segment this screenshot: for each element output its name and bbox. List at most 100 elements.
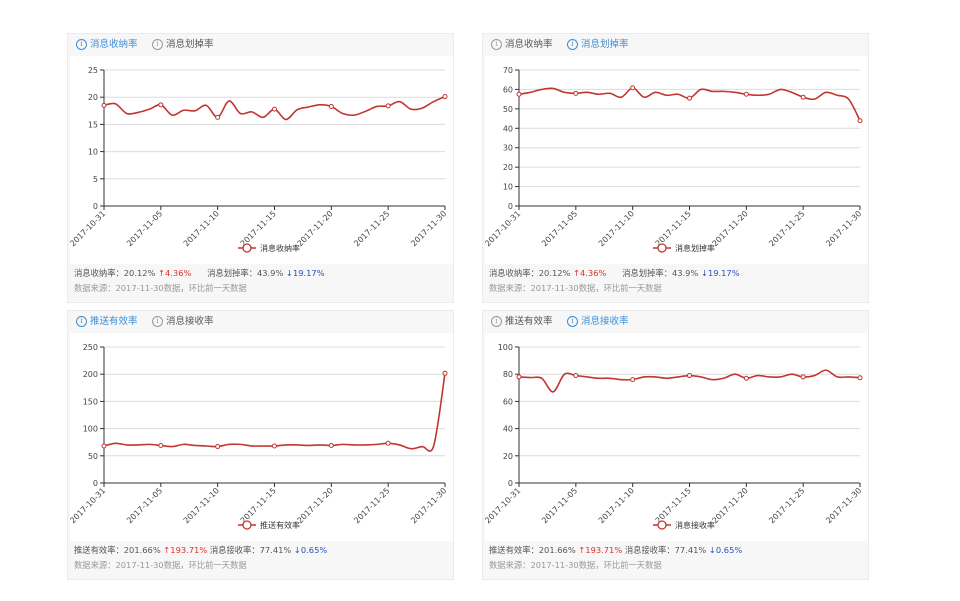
stat-a-value: 消息收纳率：20.12% xyxy=(489,268,571,278)
data-point xyxy=(272,443,277,449)
data-point xyxy=(442,370,448,376)
data-point xyxy=(516,374,522,380)
info-icon: i xyxy=(152,316,163,327)
y-tick-label: 30 xyxy=(503,144,513,153)
tab-label: 消息接收率 xyxy=(581,316,629,327)
x-tick-label: 2017-11-05 xyxy=(540,486,579,525)
legend-marker xyxy=(657,243,667,253)
stat-a-change: 193.71% xyxy=(585,545,623,555)
data-point xyxy=(101,102,107,108)
x-tick-label: 2017-11-25 xyxy=(767,209,806,248)
info-icon: i xyxy=(567,39,578,50)
x-tick-label: 2017-11-20 xyxy=(711,486,750,525)
data-point xyxy=(573,373,579,379)
tab-metric-a[interactable]: i 消息收纳率 xyxy=(491,38,553,52)
data-point xyxy=(442,94,448,100)
x-tick-label: 2017-10-31 xyxy=(485,209,522,248)
tab-metric-b[interactable]: i 消息接收率 xyxy=(567,315,629,329)
y-tick-label: 100 xyxy=(498,343,513,352)
y-tick-label: 40 xyxy=(503,425,513,434)
tab-metric-a[interactable]: i 推送有效率 xyxy=(76,315,138,329)
line-chart-svg: 0 20 40 60 80 100 2017-10-31 2017-11-05 2017-11-… xyxy=(485,343,863,530)
stat-a-change: 193.71% xyxy=(170,545,208,555)
tab-metric-b[interactable]: i 消息接收率 xyxy=(152,315,214,329)
x-tick-label: 2017-11-30 xyxy=(824,486,863,525)
tab-metric-a[interactable]: i 消息收纳率 xyxy=(76,38,138,52)
legend-label: 消息接收率 xyxy=(675,520,715,530)
x-tick-label: 2017-11-05 xyxy=(125,209,164,248)
data-point xyxy=(687,373,692,379)
tab-metric-b[interactable]: i 消息划掉率 xyxy=(152,38,214,52)
data-point xyxy=(215,114,221,120)
down-arrow-icon: ↓ xyxy=(700,268,708,278)
y-tick-label: 20 xyxy=(503,163,513,172)
y-tick-label: 0 xyxy=(93,202,98,211)
stat-b-change: 0.65% xyxy=(300,545,328,555)
line-chart: 0 5 10 15 20 25 2017-10-31 2017-11-05 2017-11-10… xyxy=(70,56,453,264)
tab-label: 消息划掉率 xyxy=(166,39,214,50)
panel-tabs: i 推送有效率 i 消息接收率 xyxy=(68,311,453,333)
y-tick-label: 20 xyxy=(503,452,513,461)
tab-metric-b[interactable]: i 消息划掉率 xyxy=(567,38,629,52)
x-tick-label: 2017-11-10 xyxy=(182,486,221,525)
x-tick-label: 2017-11-30 xyxy=(409,209,448,248)
up-arrow-icon: ↑ xyxy=(578,545,586,555)
y-tick-label: 0 xyxy=(508,479,513,488)
y-tick-label: 200 xyxy=(83,370,98,379)
data-point xyxy=(215,444,221,450)
legend-marker xyxy=(242,520,252,530)
panel-tabs: i 消息收纳率 i 消息划掉率 xyxy=(483,34,868,56)
data-point xyxy=(516,91,522,97)
tab-metric-a[interactable]: i 推送有效率 xyxy=(491,315,553,329)
stat-b-value: 消息接收率：77.41% xyxy=(209,545,292,555)
y-tick-label: 0 xyxy=(508,202,513,211)
x-tick-label: 2017-10-31 xyxy=(485,486,522,525)
y-tick-label: 60 xyxy=(503,397,513,406)
data-point xyxy=(272,106,277,112)
stat-a-value: 推送有效率：201.66% xyxy=(489,545,576,555)
x-tick-label: 2017-11-20 xyxy=(296,486,335,525)
series-line xyxy=(518,87,861,122)
data-point xyxy=(857,375,863,381)
data-point xyxy=(800,374,806,380)
data-point xyxy=(857,118,863,124)
x-tick-label: 2017-11-25 xyxy=(767,486,806,525)
y-tick-label: 0 xyxy=(93,479,98,488)
tab-label: 消息收纳率 xyxy=(90,39,138,50)
info-icon: i xyxy=(76,316,87,327)
line-chart-svg: 0 5 10 15 20 25 2017-10-31 2017-11-05 2017-11-10… xyxy=(70,66,448,253)
tab-label: 推送有效率 xyxy=(505,316,553,327)
legend-label: 推送有效率 xyxy=(260,520,300,530)
info-icon: i xyxy=(567,316,578,327)
y-tick-label: 80 xyxy=(503,370,513,379)
source-note: 数据来源：2017-11-30数据，环比前一天数据 xyxy=(489,283,662,293)
tab-label: 消息划掉率 xyxy=(581,39,629,50)
y-tick-label: 70 xyxy=(503,66,513,75)
stat-a-change: 4.36% xyxy=(165,268,192,278)
source-note: 数据来源：2017-11-30数据，环比前一天数据 xyxy=(74,560,247,570)
y-tick-label: 100 xyxy=(83,425,98,434)
stats-line: 推送有效率：201.66% ↑193.71% 消息接收率：77.41% ↓0.6… xyxy=(489,544,742,556)
stat-b-value: 消息划掉率：43.9% xyxy=(207,268,284,278)
x-tick-label: 2017-11-20 xyxy=(296,209,335,248)
stat-a-value: 推送有效率：201.66% xyxy=(74,545,161,555)
down-arrow-icon: ↓ xyxy=(708,545,716,555)
data-point xyxy=(630,377,636,383)
line-chart: 0 50 100 150 200 250 2017-10-31 2017-11-05 2017-… xyxy=(70,333,453,541)
stat-b-change: 19.17% xyxy=(292,268,325,278)
y-tick-label: 10 xyxy=(88,148,98,157)
tab-label: 消息收纳率 xyxy=(505,39,553,50)
chart-panel-push-valid-rate: i 推送有效率 i 消息接收率 0 50 100 150 200 250 2017-10-31 2… xyxy=(67,310,454,580)
x-tick-label: 2017-11-20 xyxy=(711,209,750,248)
line-chart-svg: 0 50 100 150 200 250 2017-10-31 2017-11-05 2017-… xyxy=(70,343,448,530)
x-tick-label: 2017-11-15 xyxy=(239,486,278,525)
y-tick-label: 50 xyxy=(88,452,98,461)
info-icon: i xyxy=(152,39,163,50)
info-icon: i xyxy=(76,39,87,50)
y-tick-label: 150 xyxy=(83,397,98,406)
y-tick-label: 5 xyxy=(93,175,98,184)
series-line xyxy=(103,373,446,453)
y-tick-label: 250 xyxy=(83,343,98,352)
info-icon: i xyxy=(491,316,502,327)
x-tick-label: 2017-11-10 xyxy=(597,486,636,525)
